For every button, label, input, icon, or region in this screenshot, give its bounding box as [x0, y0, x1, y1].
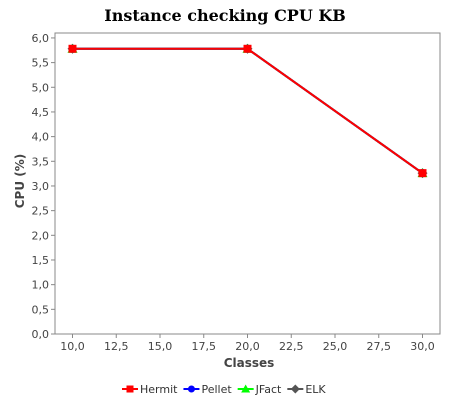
y-tick-label: 4,5 — [32, 106, 50, 119]
y-axis-label: CPU (%) — [13, 154, 27, 209]
plot-area — [54, 32, 441, 335]
legend-marker — [241, 384, 251, 393]
legend-marker — [290, 384, 300, 394]
y-tick-label: 0,5 — [32, 303, 50, 316]
series-layer — [67, 43, 428, 179]
x-tick-label: 25,0 — [323, 340, 348, 353]
legend: Hermit Pellet JFact ELK — [122, 383, 326, 396]
x-tick-label: 12,5 — [104, 340, 129, 353]
x-tick-label: 30,0 — [410, 340, 435, 353]
legend-item-pellet: Pellet — [183, 383, 232, 396]
y-tick-label: 0,0 — [32, 328, 50, 341]
x-tick-label: 22,5 — [279, 340, 304, 353]
y-tick-label: 2,5 — [32, 205, 50, 218]
data-point — [68, 44, 77, 53]
x-axis-label: Classes — [224, 356, 275, 370]
x-axis: 10,0 12,5 15,0 17,5 20,0 22,5 25,0 27,5 30,0 — [60, 334, 435, 353]
legend-item-hermit: Hermit — [122, 383, 178, 396]
y-axis: 0,0 0,5 1,0 1,5 2,0 2,5 3,0 3,5 4,0 4,5 5,0 5,5 6,0 — [32, 32, 55, 341]
y-tick-label: 3,0 — [32, 180, 50, 193]
data-point — [418, 169, 427, 178]
y-tick-label: 5,0 — [32, 81, 50, 94]
y-tick-label: 5,5 — [32, 57, 50, 70]
legend-label: Pellet — [201, 383, 232, 396]
x-tick-label: 15,0 — [148, 340, 173, 353]
series-hermit — [68, 44, 427, 178]
legend-item-elk: ELK — [287, 383, 326, 396]
y-tick-label: 1,5 — [32, 254, 50, 267]
data-point — [243, 44, 252, 53]
x-tick-label: 20,0 — [235, 340, 260, 353]
legend-marker — [126, 385, 134, 393]
legend-label: ELK — [305, 383, 326, 396]
y-tick-label: 6,0 — [32, 32, 50, 45]
legend-item-jfact: JFact — [237, 383, 282, 396]
legend-marker — [187, 385, 195, 393]
y-tick-label: 4,0 — [32, 131, 50, 144]
y-tick-label: 2,0 — [32, 229, 50, 242]
chart-title: Instance checking CPU KB — [104, 6, 346, 25]
y-tick-label: 3,5 — [32, 155, 50, 168]
y-tick-label: 1,0 — [32, 279, 50, 292]
x-tick-label: 17,5 — [192, 340, 217, 353]
legend-label: JFact — [255, 383, 282, 396]
x-tick-label: 27,5 — [367, 340, 392, 353]
legend-label: Hermit — [140, 383, 178, 396]
x-tick-label: 10,0 — [60, 340, 85, 353]
